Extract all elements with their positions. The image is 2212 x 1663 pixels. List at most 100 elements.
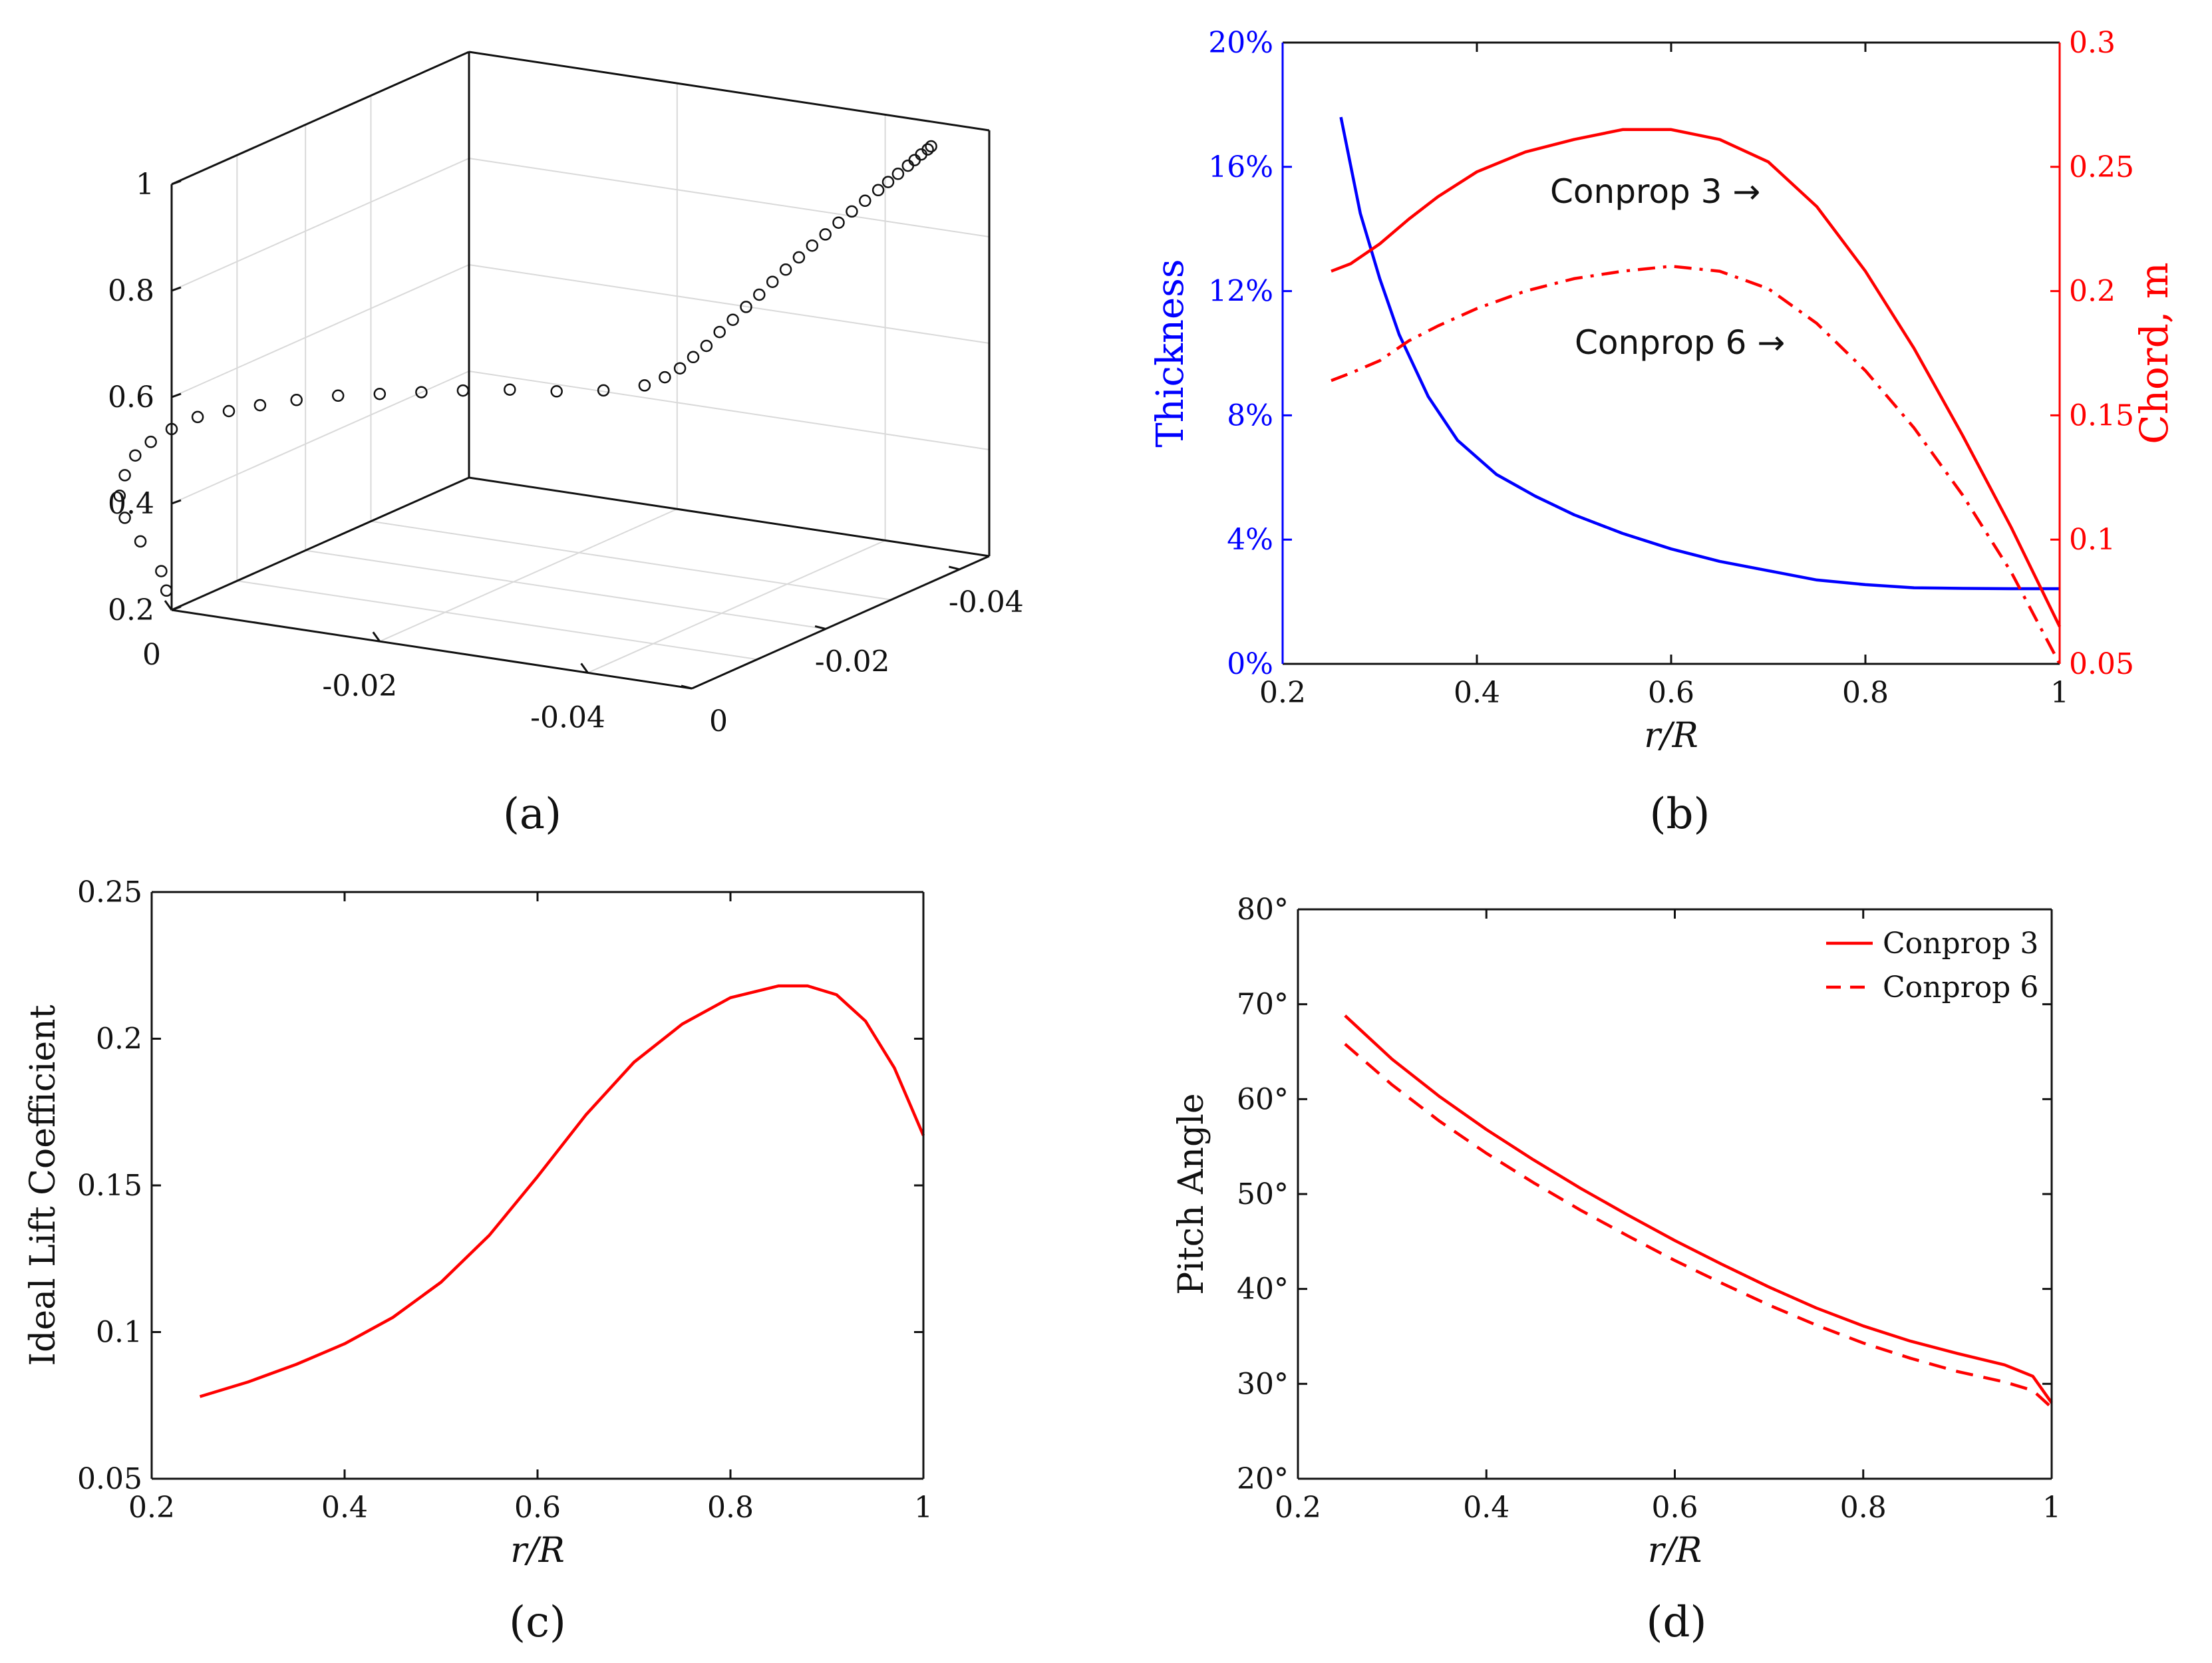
z-tick-label: 0.6 [108, 380, 154, 414]
axis-y-right [691, 555, 990, 690]
panel-b-thickness-chord: 0.2 0.4 0.6 0.8 1 0% 4% 8% 12% 16% 20% 0.05 0.1 0.15 0… [1149, 26, 2177, 756]
x-tick-mark [164, 600, 173, 611]
caption-c: (c) [509, 1598, 566, 1647]
scatter-point [373, 387, 387, 400]
scatter-point [222, 404, 236, 418]
grid-line [587, 539, 886, 674]
caption-d: (d) [1647, 1598, 1707, 1647]
x-tick-label: 0.2 [1259, 676, 1306, 710]
y-tick-label: 50° [1237, 1177, 1289, 1211]
x-axis-label: r/R [1644, 716, 1698, 756]
scatter-point [129, 449, 142, 462]
scatter-points [113, 140, 937, 597]
scatter-point [134, 535, 147, 548]
legend-label: Conprop 3 [1883, 927, 2038, 961]
scatter-point [859, 194, 871, 208]
caption-b: (b) [1650, 790, 1710, 839]
x-tick-label: 0.4 [1463, 1491, 1509, 1525]
scatter-point [638, 379, 651, 392]
scatter-point [673, 362, 687, 375]
scatter-point [290, 394, 303, 406]
z-tick-label: 1 [136, 168, 154, 202]
y-right-tick-label: 0.1 [2069, 523, 2116, 557]
scatter-point [687, 351, 700, 364]
x-tick-label: 0.8 [1840, 1491, 1887, 1525]
z-tick-label: 0.2 [108, 593, 154, 627]
y-tick-label: 8% [1227, 398, 1273, 432]
grid-line [468, 158, 990, 237]
scatter-point [597, 384, 610, 397]
panel-a-3d-scatter: 0.20.40.60.810-0.02-0.04 0-0.02-0.04 [108, 51, 1024, 738]
y-tick-label: 0% [1227, 647, 1273, 681]
y-tick-mark [681, 684, 693, 690]
y-tick-label: 0.2 [96, 1022, 142, 1056]
z-tick-mark [171, 499, 182, 505]
x-tick-label: 1 [2050, 676, 2069, 710]
y-tick-label: 30° [1237, 1367, 1289, 1401]
y-tick-label: 0.05 [77, 1462, 142, 1496]
series-line-conprop-3 [1344, 1014, 2053, 1404]
y-tick-label: 0.25 [77, 875, 142, 909]
z-tick-mark [171, 392, 182, 398]
scatter-point [925, 140, 937, 153]
scatter-point [504, 383, 516, 396]
x-tick-mark [580, 663, 589, 674]
y-tick-label: -0.02 [815, 645, 890, 679]
y-tick-label: 60° [1237, 1082, 1289, 1116]
y-tick-label: 70° [1237, 988, 1289, 1022]
y-tick-label: 16% [1208, 150, 1273, 184]
y-axis-label-chord: Chord, m [2132, 262, 2177, 444]
series-line-conprop-3 [1331, 128, 2062, 627]
x-tick-mark [372, 631, 381, 643]
caption-a: (a) [503, 790, 561, 839]
scatter-point [160, 584, 173, 597]
y-tick-mark [948, 565, 960, 571]
scatter-point [891, 168, 905, 180]
z-tick-mark [171, 605, 182, 611]
z-tick-mark [171, 180, 182, 186]
scatter-point [118, 512, 131, 524]
series-line-thickness [1339, 116, 2060, 591]
y-tick-label: 20% [1208, 26, 1273, 60]
annotation-conprop-6: Conprop 6 → [1575, 323, 1785, 362]
scatter-point [191, 410, 204, 424]
grid-line [468, 264, 990, 344]
scatter-point [819, 228, 832, 241]
y-tick-label: 0.1 [96, 1316, 142, 1350]
y-tick-label: 0.15 [77, 1169, 142, 1203]
x-tick-label: -0.04 [530, 700, 605, 734]
scatter-point [659, 371, 671, 384]
grid-line [379, 508, 678, 643]
scatter-point [846, 205, 858, 218]
y-tick-label: 4% [1227, 523, 1273, 557]
scatter-point [331, 389, 345, 402]
scatter-point [253, 398, 267, 412]
series-line-ideal-lift-coefficient [199, 984, 925, 1398]
y-right-tick-label: 0.2 [2069, 275, 2116, 309]
scatter-point [832, 216, 845, 229]
x-tick-label: 0.2 [128, 1491, 175, 1525]
x-tick-label: 0.4 [1454, 676, 1500, 710]
z-tick-mark [171, 286, 182, 292]
scatter-point [881, 176, 895, 188]
x-tick-label: 1 [2042, 1491, 2061, 1525]
axis-top-left [171, 51, 470, 186]
scatter-point [740, 301, 752, 313]
grid-line [171, 371, 470, 504]
z-tick-label: 0.8 [108, 274, 154, 308]
y-tick-mark [814, 625, 826, 630]
x-tick-label: 0.4 [321, 1491, 368, 1525]
axis-back-floor-left [171, 476, 470, 611]
x-tick-label: 0.6 [1648, 676, 1694, 710]
scatter-point [415, 386, 428, 398]
y-axis-label-thickness: Thickness [1149, 259, 1192, 447]
y-tick-label: 12% [1208, 275, 1273, 309]
x-tick-label: 1 [914, 1491, 933, 1525]
scatter-point [792, 251, 806, 264]
grid-line [305, 549, 826, 630]
x-tick-label: 0.6 [1652, 1491, 1698, 1525]
scatter-point [871, 184, 885, 197]
panel-d-pitch-angle: 0.2 0.4 0.6 0.8 1 20° 30° 40° 50° 60° 70° 80° r/R Pit… [1172, 893, 2061, 1571]
legend-label: Conprop 6 [1883, 971, 2038, 1004]
